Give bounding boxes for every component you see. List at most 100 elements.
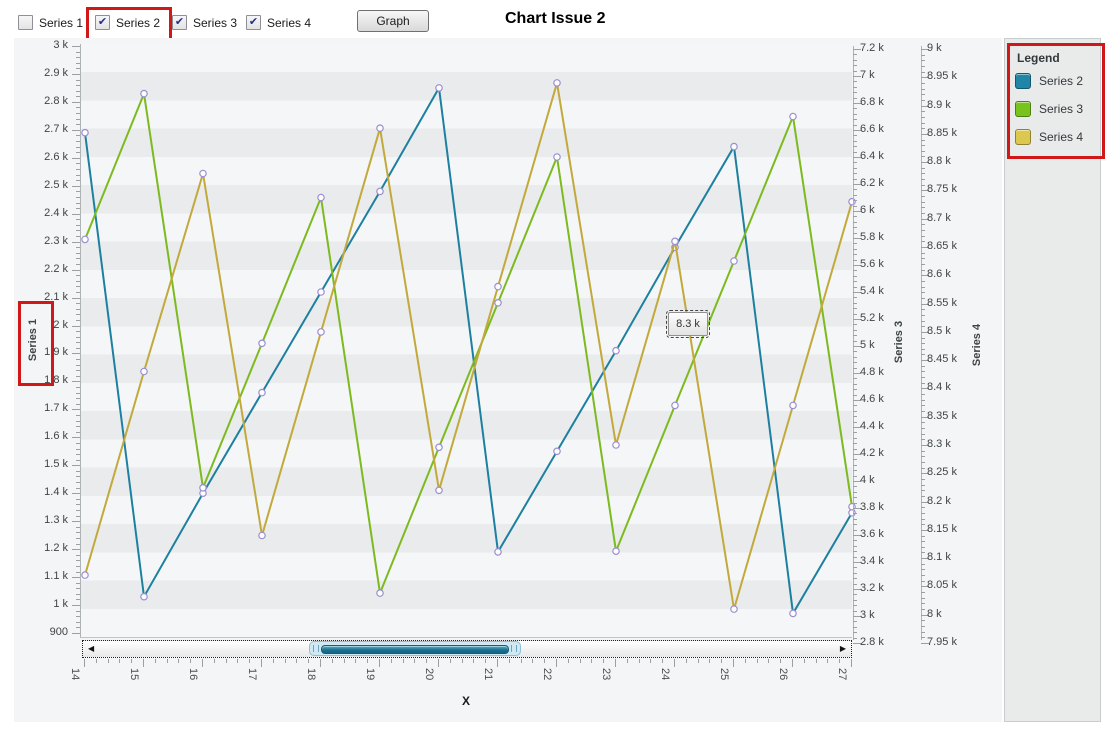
series-3-axis-minor-tick <box>853 518 857 520</box>
x-axis-minor-tick <box>579 659 581 663</box>
series-3-axis-minor-tick <box>853 92 857 94</box>
series-3-axis-tick-label: 5.4 k <box>860 285 884 297</box>
legend-item-series-2[interactable]: Series 2 <box>1015 73 1083 89</box>
series-3-axis-tick-label: 6.2 k <box>860 177 884 189</box>
series-4-axis-minor-tick <box>921 597 925 599</box>
toggle-series-2[interactable]: ✔ Series 2 <box>95 15 160 30</box>
left-axis-tick-label: 1.7 k <box>44 402 68 415</box>
series-4-axis-tick-label: 8.25 k <box>927 466 957 479</box>
left-axis-minor-tick <box>76 347 80 349</box>
series-3-axis-tick-label: 7 k <box>860 69 875 81</box>
series-3-axis-minor-tick <box>853 459 857 461</box>
left-axis-minor-tick <box>76 135 80 137</box>
left-axis-minor-tick <box>76 470 80 472</box>
x-axis-major-tick <box>438 659 439 667</box>
series-4-axis-minor-tick <box>921 461 925 463</box>
legend-item-series-3[interactable]: Series 3 <box>1015 101 1083 117</box>
series-4-axis-minor-tick <box>921 433 925 435</box>
left-axis-minor-tick <box>76 621 80 623</box>
series-3-axis-minor-tick <box>853 378 857 380</box>
left-axis-minor-tick <box>76 85 80 87</box>
data-point-marker <box>199 169 207 178</box>
left-axis-minor-tick <box>76 565 80 567</box>
scrollbar-left-arrow-icon[interactable]: ◀ <box>88 644 95 653</box>
series-4-axis-minor-tick <box>921 490 925 492</box>
series-3-axis-minor-tick <box>853 135 857 137</box>
series-4-axis-minor-tick <box>921 99 925 101</box>
x-axis-minor-tick <box>532 659 534 663</box>
data-point-marker <box>612 441 620 449</box>
x-axis-tick-label: 21 <box>482 668 494 681</box>
series-3-axis-tick-label: 4.6 k <box>860 393 884 405</box>
left-axis-tick-label: 2.2 k <box>44 262 68 275</box>
left-axis-minor-tick <box>76 593 80 595</box>
checkbox-checked-icon[interactable]: ✔ <box>95 15 110 30</box>
series-3-axis-minor-tick <box>853 113 857 115</box>
data-tooltip: 8.3 k <box>666 310 710 338</box>
plot-area[interactable] <box>80 44 856 638</box>
left-axis-minor-tick <box>76 599 80 601</box>
series-4-axis-minor-tick <box>921 552 925 554</box>
series-4-axis-major-tick <box>921 586 929 588</box>
series-4-axis-major-tick <box>921 473 929 475</box>
checkbox-checked-icon[interactable]: ✔ <box>172 15 187 30</box>
checkbox-checked-icon[interactable]: ✔ <box>246 15 261 30</box>
series-3-axis-minor-tick <box>853 324 857 326</box>
series-3-axis-tick-label: 6.4 k <box>860 150 884 162</box>
series-4-axis-minor-tick <box>921 213 925 215</box>
series-3-axis-minor-tick <box>853 243 857 245</box>
series-3-axis-major-tick <box>853 211 861 212</box>
series-3-axis-minor-tick <box>853 513 857 515</box>
scrollbar-right-arrow-icon[interactable]: ▶ <box>839 644 846 653</box>
left-axis-tick-label: 1.2 k <box>44 542 68 555</box>
toggle-series-3[interactable]: ✔ Series 3 <box>172 15 237 30</box>
scrollbar-left-grip[interactable] <box>313 645 319 652</box>
series-4-axis-tick-label: 8.7 k <box>927 211 951 224</box>
series-4-axis-minor-tick <box>921 637 925 639</box>
x-axis-minor-tick <box>685 659 687 663</box>
series-3-axis-minor-tick <box>853 259 857 261</box>
scrollbar-right-grip[interactable] <box>511 645 517 652</box>
series-3-axis-minor-tick <box>853 151 857 153</box>
left-axis-minor-tick <box>76 224 80 226</box>
legend-item-series-4[interactable]: Series 4 <box>1015 129 1083 145</box>
series-3-axis-minor-tick <box>853 119 857 121</box>
series-4-axis-major-tick <box>921 360 929 362</box>
data-point-marker <box>553 447 561 456</box>
series-4-axis-minor-tick <box>921 139 925 141</box>
left-axis-minor-tick <box>76 196 80 198</box>
series-4-axis-minor-tick <box>921 512 925 514</box>
series-3-axis-tick-label: 4.8 k <box>860 366 884 378</box>
legend-title: Legend <box>1017 51 1060 65</box>
left-axis-tick-label: 2 k <box>53 318 68 331</box>
series-4-axis-tick-label: 8.6 k <box>927 268 951 281</box>
data-point-marker <box>435 443 443 452</box>
x-axis-major-tick <box>379 659 380 667</box>
scrollbar-range-thumb[interactable] <box>309 641 521 656</box>
data-point-marker <box>553 79 561 87</box>
checkbox-unchecked-icon[interactable] <box>18 15 33 30</box>
left-axis-major-tick <box>72 521 80 523</box>
series-4-axis-minor-tick <box>921 150 925 152</box>
series-3-axis-minor-tick <box>853 583 857 585</box>
series-3-axis-minor-tick <box>853 308 857 310</box>
series-4-axis-minor-tick <box>921 65 925 67</box>
toggle-series-1[interactable]: Series 1 <box>18 15 83 30</box>
series-3-axis-minor-tick <box>853 626 857 628</box>
scrollbar-thumb-bar[interactable] <box>321 645 509 654</box>
data-point-marker <box>730 142 738 151</box>
left-axis-minor-tick <box>76 57 80 59</box>
series-3-axis-minor-tick <box>853 551 857 553</box>
graph-button[interactable]: Graph <box>357 10 429 32</box>
left-axis-minor-tick <box>76 537 80 539</box>
series-4-axis-tick-label: 8.1 k <box>927 551 951 564</box>
data-point-marker <box>553 153 561 161</box>
x-axis-minor-tick <box>591 659 593 663</box>
left-axis-minor-tick <box>76 264 80 266</box>
x-axis-minor-tick <box>95 659 97 663</box>
series-3-axis-minor-tick <box>853 567 857 569</box>
x-range-scrollbar[interactable]: ◀ ▶ <box>82 640 852 658</box>
left-axis-tick-label: 1.6 k <box>44 430 68 443</box>
toggle-series-4[interactable]: ✔ Series 4 <box>246 15 311 30</box>
series-3-axis-major-tick <box>853 103 861 104</box>
